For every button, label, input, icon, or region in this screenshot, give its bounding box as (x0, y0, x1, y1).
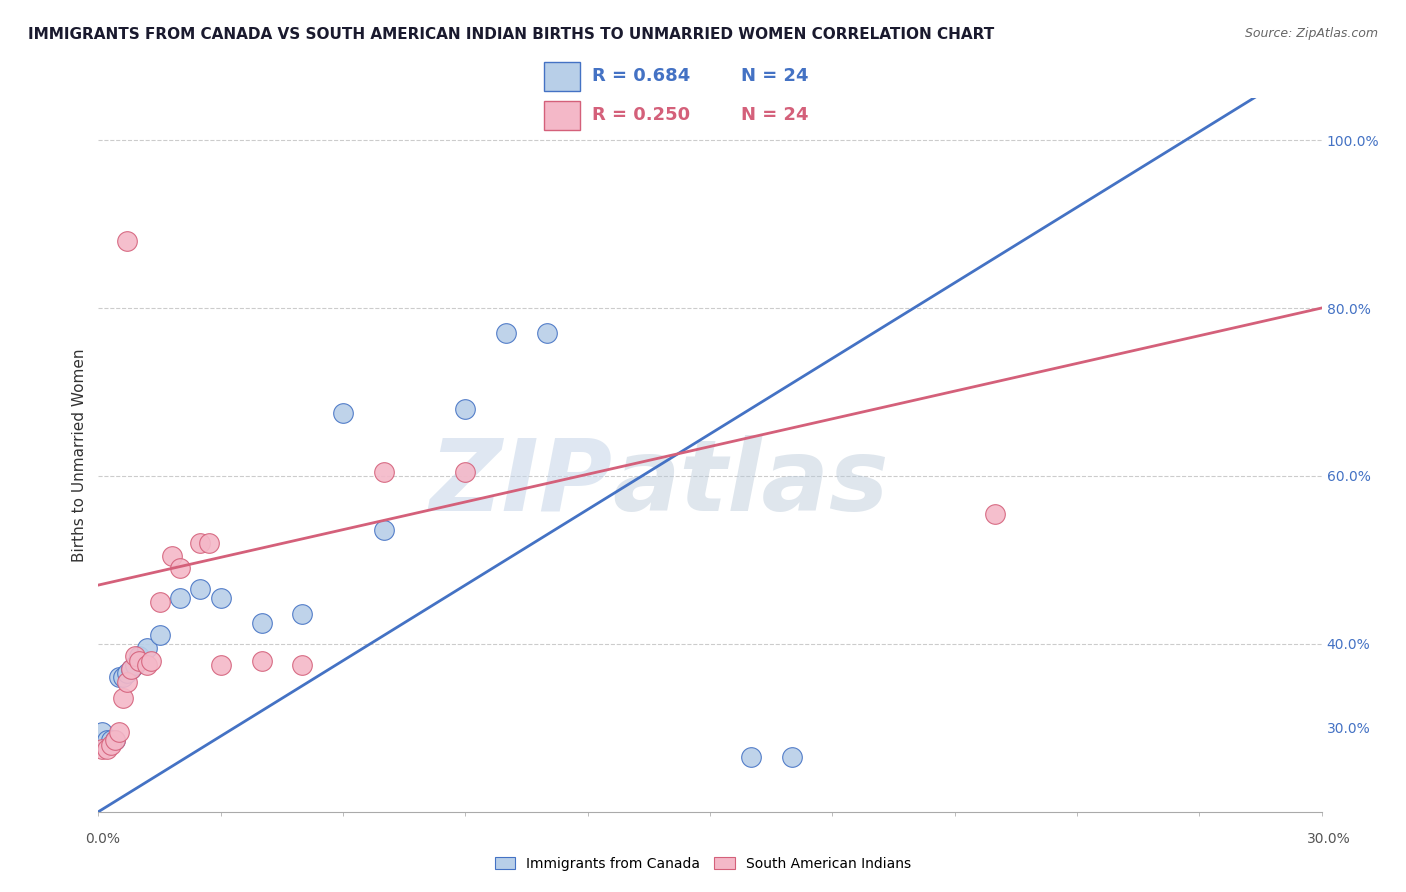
Point (188, 536, 212, 550)
Point (136, 640, 159, 655)
Text: N = 24: N = 24 (741, 68, 808, 86)
Point (780, 750, 803, 764)
Point (108, 725, 131, 739)
Point (100, 733, 122, 747)
Point (128, 649, 150, 664)
Point (197, 536, 219, 550)
Point (169, 591, 191, 605)
Point (104, 733, 127, 747)
Point (115, 674, 138, 689)
Point (454, 465, 477, 479)
Point (536, 326, 558, 341)
Point (149, 628, 172, 642)
Text: N = 24: N = 24 (741, 106, 808, 124)
Legend: Immigrants from Canada, South American Indians: Immigrants from Canada, South American I… (489, 851, 917, 876)
Point (111, 691, 134, 706)
Text: R = 0.250: R = 0.250 (592, 106, 690, 124)
Point (209, 657, 232, 672)
Text: 0.0%: 0.0% (86, 832, 120, 846)
Point (250, 654, 273, 668)
Point (291, 657, 314, 672)
Point (149, 595, 172, 609)
Point (115, 234, 138, 248)
Text: R = 0.684: R = 0.684 (592, 68, 690, 86)
Y-axis label: Births to Unmarried Women: Births to Unmarried Women (72, 348, 87, 562)
Point (160, 549, 183, 563)
FancyBboxPatch shape (544, 62, 579, 91)
Point (169, 561, 191, 575)
Point (136, 657, 159, 672)
Point (111, 670, 134, 684)
Point (104, 733, 127, 747)
Text: Source: ZipAtlas.com: Source: ZipAtlas.com (1244, 27, 1378, 40)
Point (495, 326, 517, 341)
Point (209, 591, 232, 605)
Point (740, 750, 762, 764)
Point (96, 733, 118, 747)
Point (373, 524, 395, 538)
Text: atlas: atlas (612, 435, 889, 532)
FancyBboxPatch shape (544, 101, 579, 130)
Point (373, 465, 395, 479)
Point (454, 401, 477, 416)
Text: IMMIGRANTS FROM CANADA VS SOUTH AMERICAN INDIAN BIRTHS TO UNMARRIED WOMEN CORREL: IMMIGRANTS FROM CANADA VS SOUTH AMERICAN… (28, 27, 994, 42)
Point (124, 657, 146, 672)
Point (984, 507, 1007, 521)
Point (124, 649, 146, 664)
Point (96, 741, 118, 756)
Point (108, 670, 131, 684)
Point (120, 662, 142, 676)
Point (141, 654, 163, 668)
Point (128, 654, 150, 668)
Point (250, 615, 273, 630)
Point (115, 666, 138, 681)
Point (188, 582, 212, 597)
Point (120, 662, 142, 676)
Text: 30.0%: 30.0% (1306, 832, 1351, 846)
Text: ZIP: ZIP (429, 435, 612, 532)
Point (91, 725, 114, 739)
Point (100, 738, 122, 752)
Point (332, 406, 354, 420)
Point (291, 607, 314, 622)
Point (91, 741, 114, 756)
